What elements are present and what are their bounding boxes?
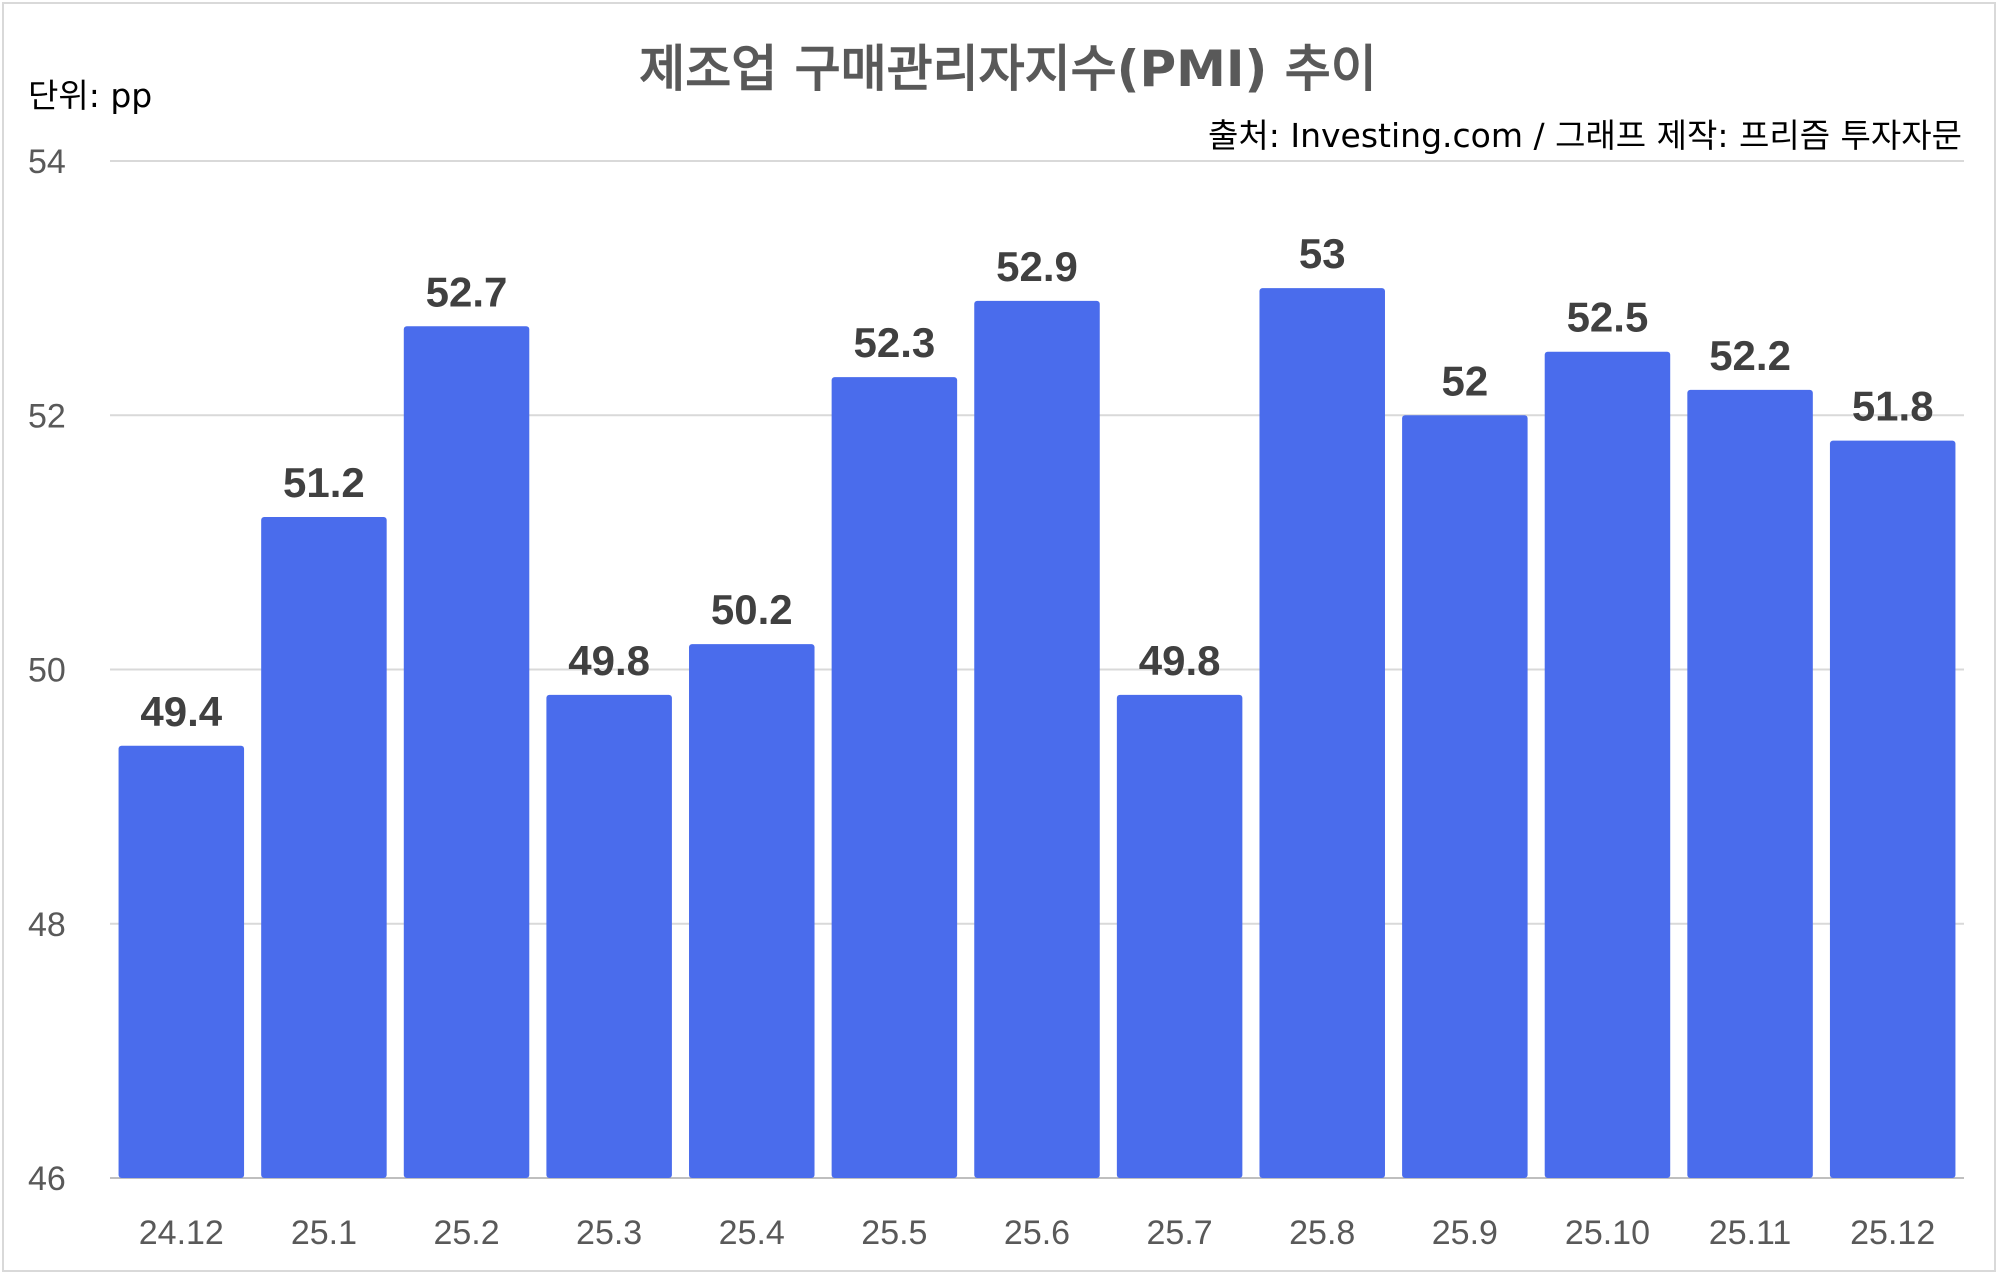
unit-label: 단위: pp [28,76,152,115]
x-tick-label: 24.12 [139,1214,224,1252]
data-label: 51.2 [283,459,365,506]
bar [403,326,530,1178]
data-labels: 49.4 51.2 52.7 49.8 50.2 52.3 52.9 49.8 53 52 52.5… [140,230,1933,735]
data-label: 52 [1441,357,1488,404]
bar [1687,389,1813,1178]
x-tick-label: 25.6 [1004,1214,1070,1252]
y-tick-label: 46 [28,1160,66,1198]
bar [261,516,387,1178]
source-label: 출처: Investing.com / 그래프 제작: 프리즘 투자자문 [1208,116,1962,155]
bar [1116,694,1243,1178]
data-label: 52.3 [854,319,936,366]
x-tick-label: 25.10 [1565,1214,1650,1252]
data-label: 50.2 [711,586,793,633]
bar [974,300,1100,1178]
x-tick-label: 25.1 [291,1214,357,1252]
bar [546,694,672,1178]
y-tick-label: 54 [28,143,66,181]
x-tick-label: 25.4 [719,1214,785,1252]
x-tick-label: 25.12 [1850,1214,1935,1252]
y-tick-label: 48 [28,906,66,944]
x-tick-label: 25.5 [861,1214,927,1252]
bar [1544,351,1671,1178]
data-label: 49.8 [568,637,650,684]
x-tick-label: 25.11 [1709,1214,1792,1252]
bars [118,288,1956,1178]
data-label: 51.8 [1852,383,1934,430]
y-tick-label: 52 [28,397,66,435]
bar [118,745,245,1178]
x-axis-ticks: 24.12 25.1 25.2 25.3 25.4 25.5 25.6 25.7 25.8 25.… [139,1214,1935,1252]
bar [689,644,815,1178]
bar [831,377,958,1178]
data-label: 53 [1299,230,1346,277]
x-tick-label: 25.3 [576,1214,642,1252]
y-tick-label: 50 [28,652,66,690]
bar-chart: 제조업 구매관리자지수(PMI) 추이 단위: pp 출처: Investing… [28,40,1964,1252]
data-label: 49.4 [140,688,222,735]
data-label: 49.8 [1139,637,1221,684]
x-tick-label: 25.7 [1147,1214,1213,1252]
data-label: 52.5 [1567,294,1649,341]
data-label: 52.2 [1709,332,1791,379]
x-tick-label: 25.2 [433,1214,499,1252]
bar [1259,288,1385,1178]
y-axis-ticks: 46 48 50 52 54 [28,143,66,1198]
data-label: 52.9 [996,243,1078,290]
bar [1402,415,1528,1178]
x-tick-label: 25.8 [1289,1214,1355,1252]
x-tick-label: 25.9 [1432,1214,1498,1252]
bar [1829,440,1956,1178]
data-label: 52.7 [426,268,508,315]
chart-title: 제조업 구매관리자지수(PMI) 추이 [639,40,1377,98]
